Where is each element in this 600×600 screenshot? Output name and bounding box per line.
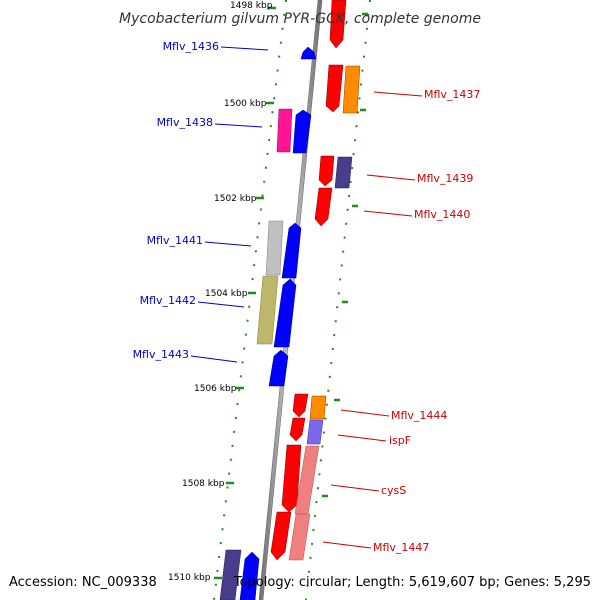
gene-label[interactable]: Mflv_1436 [163, 40, 219, 53]
ruler-label: 1510 kbp [168, 573, 211, 583]
ruler-labels: 1498 kbp 1500 kbp 1502 kbp 1504 kbp 1506… [168, 1, 273, 583]
leader-line [322, 541, 372, 549]
gene-label[interactable]: Mflv_1444 [391, 409, 447, 422]
leader-line [363, 210, 413, 217]
gene-block[interactable] [309, 395, 327, 420]
gene-block[interactable] [334, 156, 353, 189]
leader-line [204, 241, 252, 247]
gene-block[interactable] [276, 108, 293, 153]
gene-label[interactable]: Mflv_1447 [373, 541, 429, 554]
gene-label[interactable]: Mflv_1443 [133, 348, 189, 361]
ruler-ticks [214, 6, 368, 580]
ruler-label: 1502 kbp [214, 194, 257, 204]
gene-label[interactable]: Mflv_1440 [414, 208, 470, 221]
plus-label-leaders [322, 91, 423, 549]
gene-block[interactable] [306, 419, 324, 445]
gene-arrow[interactable] [268, 349, 289, 387]
leader-line [190, 355, 238, 363]
gene-block[interactable] [342, 65, 361, 114]
gene-label[interactable]: ispF [389, 434, 411, 447]
plus-gene-labels: Mflv_1437 Mflv_1439 Mflv_1440 Mflv_1444 … [373, 88, 480, 554]
gene-label[interactable]: Mflv_1442 [140, 294, 196, 307]
ruler-label: 1500 kbp [224, 99, 267, 109]
leader-line [337, 434, 387, 442]
leader-line [197, 301, 245, 308]
gene-label[interactable]: Mflv_1438 [157, 116, 213, 129]
gene-block[interactable] [256, 275, 279, 345]
minus-label-leaders [190, 46, 269, 363]
leader-line [373, 91, 423, 97]
leader-line [340, 409, 390, 417]
gene-arrow[interactable] [329, 0, 347, 49]
gene-block[interactable] [219, 549, 242, 600]
plus-strand-features [270, 0, 361, 561]
gene-arrow[interactable] [270, 511, 292, 561]
gene-label[interactable]: Mflv_1441 [147, 234, 203, 247]
gene-label[interactable]: Mflv_1437 [424, 88, 480, 101]
gene-arrow[interactable] [318, 155, 335, 187]
ruler-label: 1506 kbp [194, 384, 237, 394]
gene-arrow[interactable] [289, 417, 306, 442]
gene-arrow[interactable] [325, 64, 344, 113]
gene-block[interactable] [265, 220, 284, 276]
leader-line [214, 123, 263, 128]
gene-arrow[interactable] [300, 46, 317, 60]
minus-gene-labels: Mflv_1436 Mflv_1438 Mflv_1441 Mflv_1442 … [133, 40, 219, 361]
gene-arrow[interactable] [292, 109, 312, 154]
gene-label[interactable]: Mflv_1439 [417, 172, 473, 185]
ruler-label: 1504 kbp [205, 289, 248, 299]
gene-arrow[interactable] [281, 222, 302, 279]
leader-line [220, 46, 269, 51]
map-title: Mycobacterium gilvum PYR-GCK, complete g… [119, 11, 481, 27]
gene-arrow[interactable] [273, 278, 297, 348]
leader-line [366, 174, 416, 181]
accession-text: Accession: NC_009338 [9, 575, 157, 590]
ruler-label: 1498 kbp [230, 1, 273, 11]
genome-summary-text: Topology: circular; Length: 5,619,607 bp… [233, 575, 591, 590]
gene-arrow[interactable] [314, 187, 333, 227]
gene-arrow[interactable] [292, 393, 309, 418]
ruler-label: 1508 kbp [182, 479, 225, 489]
gene-label[interactable]: cysS [381, 484, 406, 497]
minus-strand-features [219, 46, 317, 600]
gene-arrow[interactable] [281, 444, 302, 513]
leader-line [330, 484, 380, 492]
gene-block[interactable] [288, 513, 311, 561]
gene-arrow[interactable] [239, 551, 260, 600]
